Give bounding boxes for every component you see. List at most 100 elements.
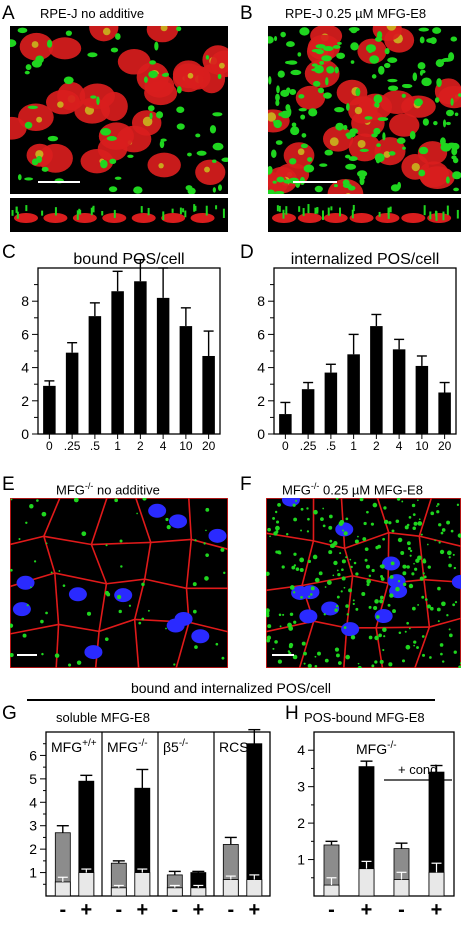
side-pos (423, 205, 426, 216)
side-pos (321, 210, 324, 220)
side-nucleus (14, 213, 38, 223)
pos-particle (58, 570, 61, 572)
pos-particle (275, 93, 280, 102)
panel-label-f: F (240, 474, 252, 495)
pos-particle (317, 87, 325, 94)
nucleus (295, 85, 326, 110)
pos-particle (62, 584, 66, 587)
pos-particle (375, 615, 380, 619)
pos-particle (54, 653, 60, 658)
pos-particle (311, 68, 322, 72)
pos-particle (294, 499, 298, 502)
pos-particle (402, 84, 413, 89)
pos-particle (422, 572, 425, 575)
pos-particle (149, 60, 156, 65)
pos-particle (336, 52, 346, 59)
pos-particle (411, 572, 415, 576)
y-tick-label: 3 (297, 779, 305, 795)
x-tick-label: .5 (90, 439, 100, 452)
pos-particle (300, 114, 306, 120)
pos-particle (402, 146, 406, 150)
bar (370, 326, 383, 434)
pos-particle (310, 593, 313, 596)
side-pos (378, 211, 381, 217)
pos-particle (418, 146, 429, 155)
pos-particle (422, 653, 426, 657)
pos-particle (357, 665, 362, 668)
cell-border (10, 535, 45, 546)
pos-particle (364, 116, 373, 120)
pos-particle (275, 99, 280, 107)
pos-overlap (31, 41, 39, 48)
cell-border (423, 579, 431, 628)
cell-border (43, 498, 61, 537)
pos-particle (315, 49, 324, 55)
nucleus (10, 116, 27, 140)
pos-particle (86, 611, 92, 616)
group-label: MFG-/- (107, 738, 148, 755)
pos-particle (176, 86, 182, 94)
nucleus-blue (299, 609, 318, 624)
y-tick-label: 4 (21, 360, 29, 376)
pos-particle (307, 663, 312, 668)
pos-particle (73, 498, 79, 503)
x-tick-label: + (80, 899, 92, 921)
pos-particle (268, 36, 274, 44)
pos-particle (149, 112, 153, 120)
x-tick-label: 1 (114, 439, 121, 452)
side-pos (435, 211, 438, 221)
pos-particle (395, 519, 400, 524)
pos-particle (362, 537, 367, 541)
pos-particle (412, 526, 416, 530)
pos-particle (378, 65, 385, 75)
pos-particle (453, 566, 457, 570)
x-tick-label: 10 (415, 439, 429, 452)
pos-particle (426, 543, 429, 546)
pos-particle (366, 582, 370, 587)
side-pos (140, 206, 143, 213)
nucleus-blue (68, 587, 87, 602)
x-tick-label: 2 (373, 439, 380, 452)
pos-particle (30, 586, 32, 589)
pos-particle (458, 93, 461, 97)
chart-bound-pos-per-cell: bound POS/cell 0 2 4 6 8 0 .25 .5 1 2 4 10 20 (21, 251, 221, 452)
pos-particle (335, 122, 344, 131)
bar-internalized (246, 879, 263, 897)
pos-particle (445, 121, 451, 126)
pos-particle (278, 112, 284, 117)
pos-particle (325, 77, 329, 86)
pos-particle (335, 653, 340, 658)
side-nucleus (427, 213, 452, 223)
cell-border (133, 619, 140, 668)
pos-particle (148, 70, 158, 79)
pos-particle (106, 592, 111, 597)
pos-particle (414, 567, 418, 571)
panel-f-title-pre: MFG (282, 482, 311, 498)
y-tick-label: 8 (257, 293, 265, 309)
side-pos (327, 207, 330, 216)
pos-particle (25, 64, 32, 71)
pos-particle (314, 577, 320, 583)
pos-particle (25, 521, 28, 524)
side-pos (282, 209, 285, 219)
pos-particle (380, 577, 385, 581)
pos-particle (343, 626, 347, 629)
nucleus (144, 73, 175, 98)
bar (438, 392, 451, 434)
cell-border (90, 498, 108, 545)
pos-particle (40, 619, 44, 624)
pos-particle (295, 567, 300, 571)
pos-particle (408, 583, 414, 589)
nucleus (98, 122, 134, 150)
pos-particle (266, 613, 270, 618)
pos-particle (350, 565, 353, 569)
pos-particle (348, 156, 358, 162)
pos-particle (212, 159, 217, 163)
pos-particle (297, 52, 302, 57)
pos-particle (348, 588, 352, 593)
side-pos (456, 209, 459, 219)
pos-particle (279, 625, 282, 628)
pos-particle (418, 27, 429, 32)
pos-particle (105, 544, 108, 547)
pos-particle (329, 539, 333, 543)
